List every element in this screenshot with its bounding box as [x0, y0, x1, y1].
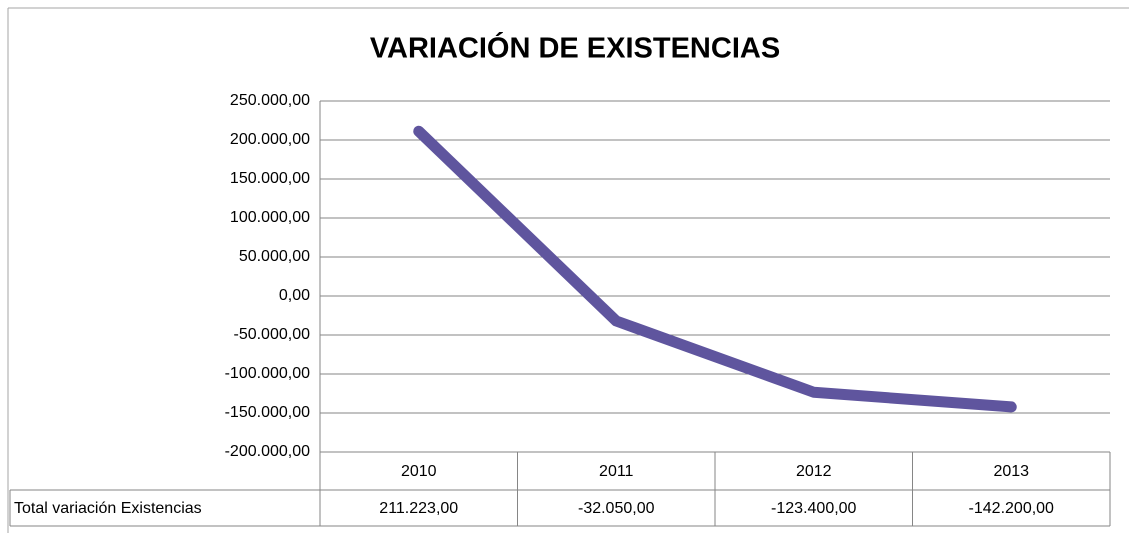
y-tick-label: 150.000,00 [230, 170, 310, 187]
y-tick-label: 50.000,00 [239, 248, 310, 265]
chart-title: VARIACIÓN DE EXISTENCIAS [370, 31, 780, 65]
x-tick-label: 2011 [599, 463, 634, 480]
y-tick-label: 0,00 [279, 287, 310, 304]
x-tick-label: 2012 [796, 463, 832, 480]
y-tick-label: 200.000,00 [230, 131, 310, 148]
legend-label: Total variación Existencias [14, 500, 202, 517]
data-table-value: 211.223,00 [379, 500, 458, 517]
y-tick-label: 100.000,00 [230, 209, 310, 226]
y-tick-label: -150.000,00 [225, 404, 311, 421]
y-tick-label: -200.000,00 [225, 443, 311, 460]
y-tick-label: -50.000,00 [233, 326, 310, 343]
data-table-value: -32.050,00 [578, 500, 655, 517]
x-tick-label: 2013 [993, 463, 1029, 480]
y-tick-label: -100.000,00 [225, 365, 311, 382]
data-table-value: -142.200,00 [969, 500, 1055, 517]
line [413, 125, 1017, 413]
x-tick-label: 2010 [401, 463, 437, 480]
y-tick-label: 250.000,00 [230, 92, 310, 109]
data-table-value: -123.400,00 [771, 500, 857, 517]
